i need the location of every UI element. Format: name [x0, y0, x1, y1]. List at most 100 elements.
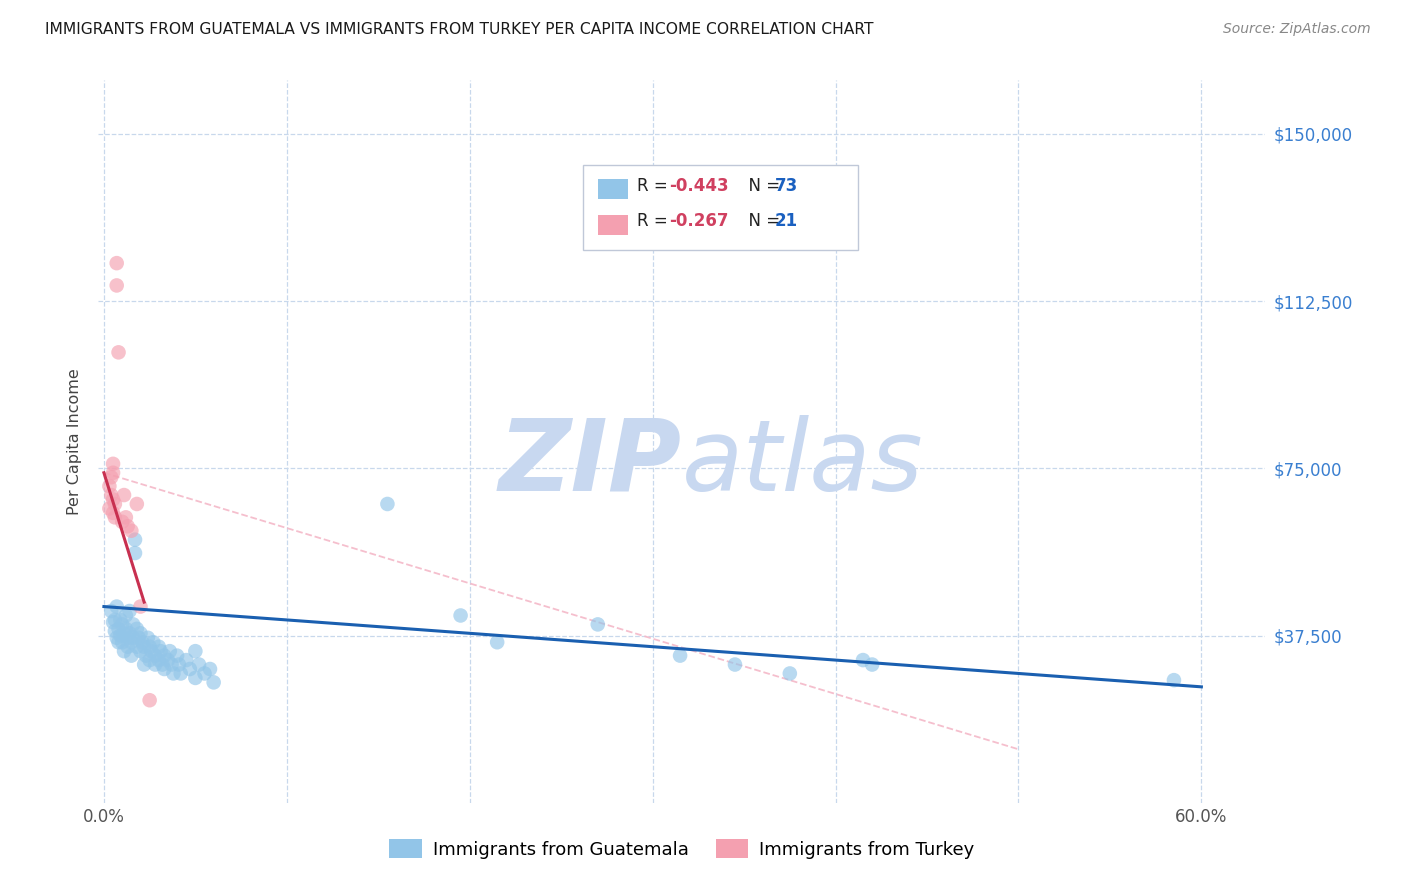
Point	[586, 617, 609, 632]
Point	[138, 653, 160, 667]
Y-axis label: Per Capita Income: Per Capita Income	[66, 368, 82, 515]
Legend: Immigrants from Guatemala, Immigrants from Turkey: Immigrants from Guatemala, Immigrants fr…	[382, 832, 981, 866]
Text: R =: R =	[637, 212, 673, 230]
Point	[117, 631, 139, 645]
Text: IMMIGRANTS FROM GUATEMALA VS IMMIGRANTS FROM TURKEY PER CAPITA INCOME CORRELATIO: IMMIGRANTS FROM GUATEMALA VS IMMIGRANTS …	[45, 22, 873, 37]
Point	[184, 671, 207, 685]
Point	[105, 256, 128, 270]
Point	[104, 497, 127, 511]
Point	[129, 644, 152, 658]
Point	[166, 648, 188, 663]
Point	[724, 657, 747, 672]
Point	[138, 640, 160, 654]
Point	[852, 653, 875, 667]
Point	[142, 635, 165, 649]
Point	[125, 640, 148, 654]
Point	[118, 604, 141, 618]
Point	[110, 613, 132, 627]
Point	[153, 648, 176, 663]
Point	[98, 501, 121, 516]
Text: Source: ZipAtlas.com: Source: ZipAtlas.com	[1223, 22, 1371, 37]
Point	[159, 644, 181, 658]
Point	[125, 622, 148, 636]
Point	[148, 640, 170, 654]
Point	[131, 635, 153, 649]
Point	[117, 519, 139, 533]
Point	[110, 628, 132, 642]
Point	[100, 470, 122, 484]
Point	[112, 626, 135, 640]
Point	[118, 626, 141, 640]
Point	[860, 657, 883, 672]
Point	[100, 604, 122, 618]
Point	[134, 640, 156, 654]
Point	[115, 510, 138, 524]
Point	[779, 666, 801, 681]
Point	[129, 626, 152, 640]
Point	[162, 666, 184, 681]
Point	[129, 599, 152, 614]
Point	[143, 648, 166, 663]
Point	[101, 506, 124, 520]
Point	[112, 644, 135, 658]
Point	[111, 635, 134, 649]
Point	[105, 631, 128, 645]
Point	[141, 644, 163, 658]
Text: N =: N =	[738, 212, 786, 230]
Point	[107, 622, 129, 636]
Text: 21: 21	[775, 212, 797, 230]
Point	[122, 631, 145, 645]
Text: R =: R =	[637, 177, 673, 194]
Point	[669, 648, 692, 663]
Point	[152, 657, 174, 672]
Point	[149, 644, 172, 658]
Text: -0.443: -0.443	[669, 177, 728, 194]
Point	[104, 510, 127, 524]
Point	[105, 599, 128, 614]
Point	[153, 662, 176, 676]
Point	[148, 653, 170, 667]
Point	[167, 657, 190, 672]
Point	[117, 640, 139, 654]
Point	[115, 622, 138, 636]
Point	[170, 666, 193, 681]
Point	[156, 653, 179, 667]
Point	[179, 662, 201, 676]
Point	[124, 546, 146, 560]
Point	[188, 657, 211, 672]
Text: 73: 73	[775, 177, 799, 194]
Point	[134, 657, 156, 672]
Text: atlas: atlas	[682, 415, 924, 512]
Point	[193, 666, 215, 681]
Point	[101, 457, 124, 471]
Point	[1163, 673, 1185, 688]
Point	[122, 617, 145, 632]
Point	[105, 278, 128, 293]
Point	[486, 635, 509, 649]
Point	[107, 635, 129, 649]
Point	[128, 631, 150, 645]
Point	[98, 479, 121, 493]
Point	[198, 662, 221, 676]
Point	[107, 345, 129, 359]
Point	[111, 515, 134, 529]
Point	[143, 657, 166, 672]
Point	[184, 644, 207, 658]
Point	[115, 608, 138, 623]
Point	[377, 497, 399, 511]
Point	[202, 675, 225, 690]
Point	[138, 693, 160, 707]
Point	[124, 533, 146, 547]
Point	[101, 492, 124, 507]
Point	[450, 608, 472, 623]
Point	[120, 635, 142, 649]
Point	[120, 524, 142, 538]
Point	[100, 488, 122, 502]
Text: ZIP: ZIP	[499, 415, 682, 512]
Point	[135, 648, 157, 663]
Point	[101, 615, 124, 630]
Point	[136, 631, 159, 645]
Point	[101, 466, 124, 480]
Text: N =: N =	[738, 177, 786, 194]
Point	[160, 657, 183, 672]
